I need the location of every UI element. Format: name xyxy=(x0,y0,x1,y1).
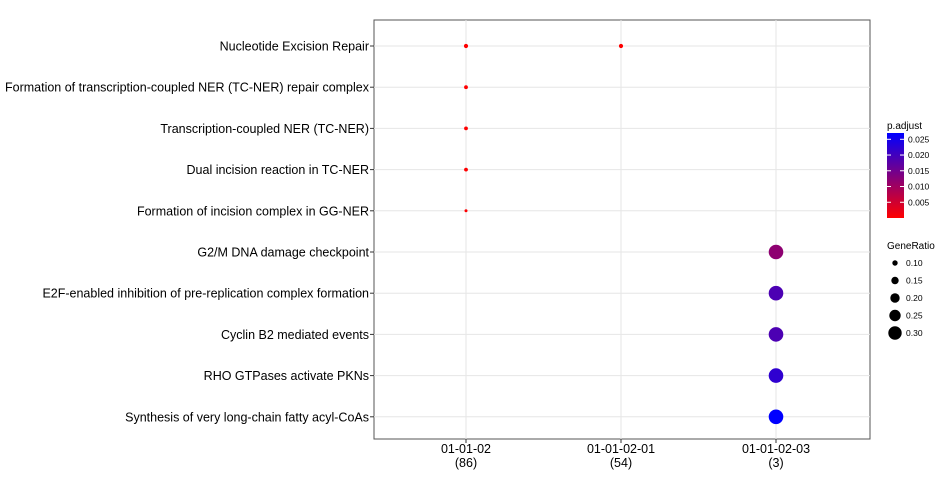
data-point xyxy=(768,327,784,342)
y-tick-label: Cyclin B2 mediated events xyxy=(221,328,369,342)
data-point xyxy=(618,43,624,49)
data-point xyxy=(768,285,784,301)
size-legend-label: 0.10 xyxy=(906,258,923,268)
data-point xyxy=(463,43,469,49)
data-points xyxy=(463,43,784,425)
size-legend-label: 0.20 xyxy=(906,293,923,303)
y-tick-label: Formation of transcription-coupled NER (… xyxy=(5,81,370,95)
color-legend-bar xyxy=(887,133,904,218)
size-legend-dot xyxy=(889,309,901,322)
color-legend-tick-label: 0.010 xyxy=(908,182,930,192)
y-tick-label: Nucleotide Excision Repair xyxy=(220,40,369,54)
data-point xyxy=(768,409,784,425)
color-legend: p.adjust 0.025 0.020 0.015 0.010 0.005 xyxy=(887,121,930,218)
color-legend-tick-label: 0.015 xyxy=(908,166,930,176)
x-tick-label: 01-01-02-03 xyxy=(742,442,810,456)
data-point xyxy=(464,167,468,172)
grid-lines xyxy=(374,20,870,439)
data-point xyxy=(464,126,468,131)
x-tick-label: 01-01-02-01 xyxy=(587,442,655,456)
y-tick-label: RHO GTPases activate PKNs xyxy=(204,369,369,383)
x-tick-count: (3) xyxy=(768,456,783,470)
y-tick-label: Synthesis of very long-chain fatty acyl-… xyxy=(125,410,369,424)
color-legend-title: p.adjust xyxy=(887,121,922,132)
color-legend-tick-label: 0.005 xyxy=(908,197,930,207)
data-point xyxy=(768,244,784,260)
size-legend-label: 0.25 xyxy=(906,311,923,321)
size-legend-label: 0.15 xyxy=(906,276,923,286)
x-tick-count: (86) xyxy=(455,456,477,470)
size-legend-dot xyxy=(890,293,900,303)
y-tick-label: Formation of incision complex in GG-NER xyxy=(137,204,369,218)
size-legend-dot xyxy=(892,260,898,266)
x-axis-labels: 01-01-02(86) 01-01-02-01(54) 01-01-02-03(3… xyxy=(441,439,810,470)
data-point xyxy=(464,209,468,213)
size-legend-dot xyxy=(891,276,899,285)
data-point xyxy=(768,368,784,383)
size-legend: GeneRatio 0.10 0.15 0.20 0.25 0.30 xyxy=(887,241,935,340)
size-legend-label: 0.30 xyxy=(906,328,923,338)
size-legend-title: GeneRatio xyxy=(887,241,935,252)
plot-panel xyxy=(373,19,871,440)
color-legend-tick-label: 0.020 xyxy=(908,150,930,160)
y-tick-label: G2/M DNA damage checkpoint xyxy=(197,246,369,260)
y-axis-labels: Nucleotide Excision Repair Formation of t… xyxy=(5,40,374,424)
x-tick-count: (54) xyxy=(610,456,632,470)
data-point xyxy=(464,85,468,90)
y-tick-label: E2F-enabled inhibition of pre-replicatio… xyxy=(42,287,369,301)
size-legend-dot xyxy=(888,326,902,340)
y-tick-label: Transcription-coupled NER (TC-NER) xyxy=(160,122,369,136)
x-tick-label: 01-01-02 xyxy=(441,442,491,456)
color-legend-tick-label: 0.025 xyxy=(908,134,930,144)
y-tick-label: Dual incision reaction in TC-NER xyxy=(187,163,369,177)
